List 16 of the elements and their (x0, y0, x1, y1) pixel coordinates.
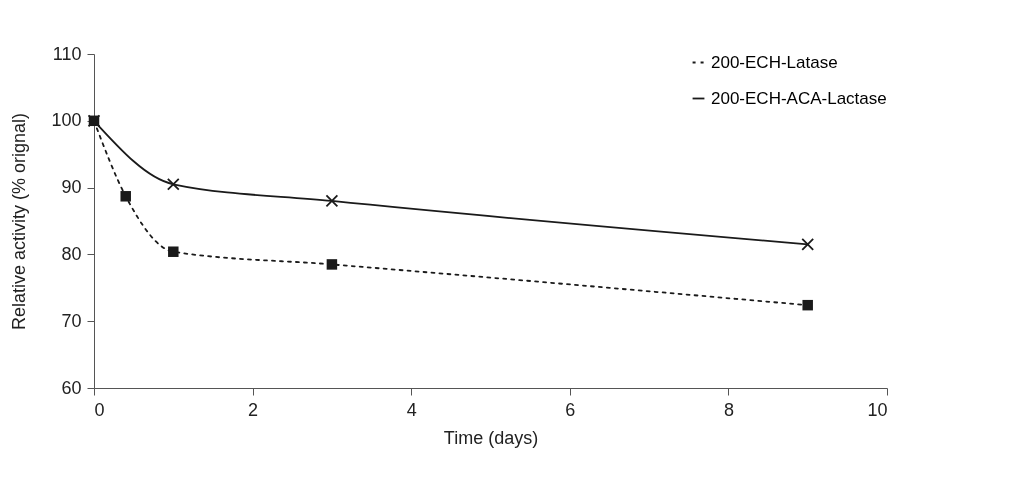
y-tick-label: 110 (52, 43, 82, 64)
x-tick-label: 8 (723, 399, 734, 420)
y-tick-label: 90 (61, 177, 82, 198)
y-tick-label: 80 (61, 243, 82, 264)
y-axis-title: Relative activity (% orignal) (9, 112, 30, 331)
x-tick-label: 4 (406, 399, 417, 420)
x-tick-label: 2 (248, 399, 259, 420)
legend-label: 200-ECH-Latase (711, 52, 838, 72)
legend-label: 200-ECH-ACA-Lactase (711, 88, 887, 108)
x-tick-label: 10 (867, 399, 888, 420)
y-tick-label: 60 (61, 377, 82, 398)
x-axis-title: Time (days) (443, 427, 539, 448)
x-tick-label: 0 (94, 399, 105, 420)
x-tick-label: 6 (565, 399, 576, 420)
y-tick-label: 100 (51, 110, 82, 131)
y-tick-label: 70 (61, 310, 82, 331)
